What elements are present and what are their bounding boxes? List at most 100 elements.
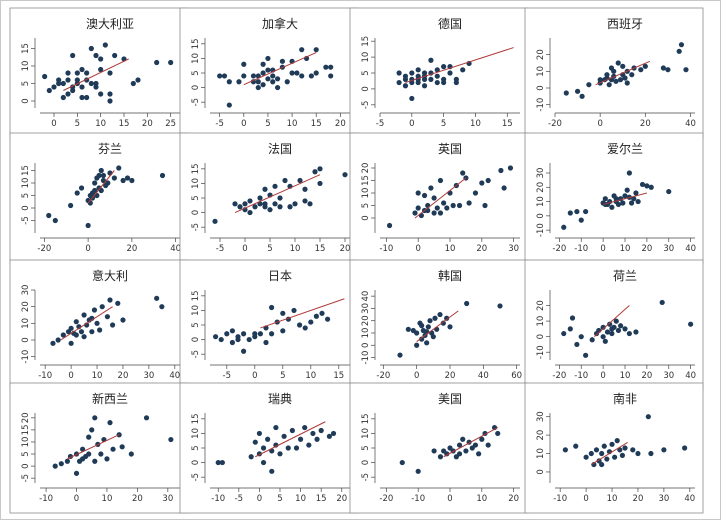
y-tick-label: 30 — [536, 411, 546, 422]
data-point — [302, 325, 308, 331]
data-point — [73, 470, 80, 476]
x-tick-label: 20 — [132, 494, 143, 504]
data-point — [326, 433, 333, 439]
panel-14: 瑞典 -10 -5 0 5 10 15 20 -5 0 5 10 15 — [179, 382, 359, 514]
data-point — [586, 82, 592, 88]
data-point — [583, 208, 589, 215]
data-point — [110, 446, 116, 452]
data-point — [246, 336, 252, 343]
x-tick-label: -20 — [376, 371, 390, 381]
data-point — [498, 167, 504, 174]
data-point — [68, 325, 74, 331]
data-point — [460, 67, 466, 73]
data-point — [81, 312, 87, 318]
data-point — [293, 445, 300, 451]
y-tick-label: 10 — [21, 318, 31, 329]
data-point — [476, 451, 482, 457]
x-tick-label: -20 — [379, 494, 393, 504]
data-point — [218, 336, 224, 343]
data-point — [661, 447, 667, 453]
data-point — [635, 450, 641, 457]
x-tick-label: 5 — [75, 119, 80, 129]
panel-5: 芬兰 -20 0 20 40 -5 0 5 10 15 — [9, 132, 189, 264]
data-point — [431, 195, 437, 201]
data-point — [626, 330, 632, 337]
x-tick-label: 20 — [126, 244, 137, 254]
data-point — [589, 337, 595, 343]
data-point — [281, 433, 287, 439]
y-tick-label: 10 — [361, 188, 371, 199]
panel-title: 意大利 — [92, 268, 128, 283]
data-point — [273, 442, 279, 448]
y-tick-label: 20 — [536, 430, 546, 441]
data-point — [614, 438, 620, 444]
data-point — [120, 177, 126, 184]
y-tick-label: 15 — [191, 163, 201, 174]
data-point — [639, 181, 646, 188]
data-point — [282, 177, 288, 184]
x-tick-label: 10 — [102, 494, 113, 504]
data-point — [284, 79, 290, 85]
panel-9: 意大利 -10 0 10 20 30 40 -10 0 10 20 30 — [9, 259, 189, 391]
data-point — [569, 315, 576, 321]
data-point — [87, 192, 93, 199]
data-point — [631, 196, 637, 202]
data-point — [431, 448, 437, 454]
y-tick-label: 15 — [191, 413, 201, 424]
data-point — [630, 447, 636, 453]
x-tick-label: 10 — [607, 494, 618, 504]
fit-line — [60, 306, 113, 341]
data-point — [444, 205, 450, 211]
x-tick-label: 15 — [316, 494, 327, 504]
data-point — [428, 57, 434, 63]
data-point — [425, 324, 431, 330]
y-tick-label: 20 — [361, 315, 371, 326]
data-point — [308, 73, 314, 79]
x-tick-label: 10 — [95, 119, 106, 129]
data-point — [414, 342, 420, 348]
x-tick-label: 0 — [68, 371, 73, 381]
data-point — [277, 451, 283, 457]
data-point — [299, 73, 305, 79]
data-point — [94, 320, 100, 326]
data-point — [624, 80, 630, 86]
data-point — [274, 76, 281, 82]
data-point — [98, 91, 104, 97]
data-point — [600, 334, 606, 340]
panel-title: 德国 — [438, 16, 462, 31]
data-point — [313, 70, 319, 76]
data-point — [424, 340, 430, 346]
data-point — [292, 201, 298, 207]
x-tick-label: 20 — [340, 244, 351, 254]
data-point — [419, 336, 425, 342]
data-point — [588, 450, 594, 457]
y-tick-label: 15 — [21, 424, 31, 435]
x-tick-label: 0 — [597, 119, 602, 129]
data-point — [270, 73, 276, 79]
data-point — [73, 332, 79, 338]
y-tick-label: -5 — [191, 223, 201, 231]
y-tick-label: 30 — [361, 303, 371, 314]
data-point — [299, 47, 305, 53]
panel-title: 新西兰 — [92, 391, 128, 406]
x-tick-label: 5 — [280, 371, 285, 381]
data-point — [112, 52, 118, 59]
data-point — [615, 201, 622, 208]
x-tick-label: 10 — [295, 494, 306, 504]
y-tick-label: 10 — [536, 66, 546, 77]
data-point — [427, 318, 433, 324]
data-point — [434, 73, 440, 79]
data-point — [583, 352, 589, 358]
panel-10: 日本 -5 0 5 10 15 -5 0 5 10 15 — [179, 259, 359, 391]
data-point — [330, 430, 337, 437]
data-point — [260, 70, 266, 76]
data-point — [441, 76, 447, 82]
data-point — [294, 70, 300, 76]
y-tick-label: 20 — [361, 163, 371, 174]
data-point — [601, 443, 607, 449]
y-tick-label: -5 — [191, 473, 201, 481]
data-point — [42, 73, 48, 80]
data-point — [485, 177, 491, 184]
data-point — [447, 70, 453, 76]
panel-4: 西班牙 -20 0 20 40 -10 0 10 20 — [524, 7, 704, 139]
